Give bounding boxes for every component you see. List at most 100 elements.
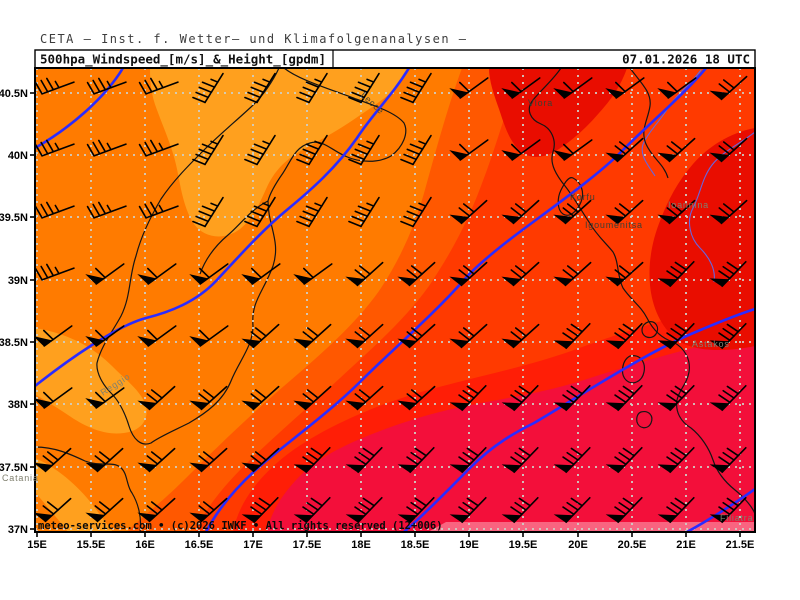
- wind-barb: [35, 201, 75, 219]
- barb-full: [562, 269, 575, 279]
- barb-full: [458, 506, 471, 516]
- barb-full: [348, 220, 362, 228]
- wind-barb: [137, 263, 177, 285]
- barb-half: [366, 78, 375, 83]
- barb-full: [146, 393, 159, 403]
- barb-full: [618, 203, 631, 213]
- barb-full: [258, 497, 271, 507]
- wind-barb: [345, 323, 384, 349]
- wind-barb: [86, 77, 127, 95]
- barb-full: [722, 501, 735, 511]
- barb-full: [362, 497, 375, 507]
- lon-label-18.5E: 18.5E: [401, 539, 430, 551]
- wind-barb: [293, 263, 333, 285]
- barb-full: [198, 86, 213, 94]
- barb-full: [35, 81, 43, 95]
- barb-full: [198, 393, 211, 403]
- barb-pennant: [553, 340, 574, 349]
- barb-pennant: [397, 400, 418, 411]
- barb-full: [305, 81, 320, 88]
- barb-full: [614, 456, 627, 466]
- wind-barb: [501, 261, 540, 287]
- barb-full: [150, 201, 159, 215]
- lon-label-17E: 17E: [243, 539, 263, 551]
- barb-pennant: [189, 462, 210, 473]
- wind-barb: [345, 496, 383, 524]
- barb-half: [106, 142, 112, 151]
- barb-full: [510, 506, 523, 516]
- wind-barb: [85, 447, 124, 473]
- barb-half: [106, 204, 112, 213]
- city-label-korfu: Korfu: [570, 192, 596, 202]
- wind-barb: [192, 72, 224, 104]
- barb-full: [514, 265, 527, 275]
- wind-barb: [553, 446, 591, 474]
- coastline-italy-calabria: [96, 68, 407, 445]
- wind-barb: [553, 199, 592, 225]
- barb-full: [566, 501, 579, 511]
- barb-full: [254, 451, 267, 461]
- city-label-astakos: Astakos: [692, 339, 730, 349]
- wind-barb: [657, 446, 695, 474]
- barb-full: [562, 207, 575, 217]
- barb-full: [462, 451, 475, 461]
- lon-label-15E: 15E: [27, 539, 47, 551]
- barb-full: [614, 207, 627, 217]
- barb-pennant: [449, 514, 470, 523]
- barb-full: [462, 327, 475, 337]
- barb-full: [618, 501, 631, 511]
- barb-pennant: [449, 338, 470, 349]
- lon-label-21.5E: 21.5E: [726, 539, 755, 551]
- barb-full: [46, 451, 59, 461]
- barb-full: [98, 139, 107, 153]
- barb-full: [42, 455, 55, 465]
- coastline-border-line-ne: [629, 68, 669, 179]
- barb-full: [302, 506, 315, 516]
- lat-label-39N: 39N: [8, 275, 28, 287]
- barb-full: [562, 456, 575, 466]
- barb-full: [254, 389, 267, 399]
- barb-full: [410, 327, 423, 337]
- barb-full: [562, 332, 575, 342]
- wind-barb: [35, 325, 73, 347]
- barb-full: [35, 205, 43, 219]
- barb-full: [726, 447, 739, 457]
- city-label-filiatra: Filiatra: [720, 513, 753, 523]
- wind-barb: [605, 199, 644, 225]
- wind-barb: [605, 77, 645, 99]
- coastline-corfu-island: [557, 177, 584, 216]
- barb-pennant: [137, 400, 158, 411]
- lon-label-20.5E: 20.5E: [618, 539, 647, 551]
- wind-barb: [293, 446, 331, 474]
- wind-barb: [241, 496, 279, 524]
- wind-barb: [709, 384, 747, 412]
- barb-full: [46, 201, 55, 215]
- barb-full: [144, 141, 153, 155]
- barb-full: [86, 205, 95, 219]
- wind-barb: [605, 496, 643, 524]
- barb-full: [253, 81, 268, 88]
- barb-pennant: [449, 402, 470, 411]
- barb-full: [406, 506, 419, 516]
- wind-barb: [192, 196, 224, 228]
- wind-barb: [244, 134, 276, 166]
- barb-full: [722, 203, 735, 213]
- barb-full: [670, 265, 683, 275]
- barb-full: [722, 79, 735, 89]
- wind-barb: [449, 77, 489, 99]
- barb-full: [722, 141, 735, 151]
- barb-full: [458, 143, 470, 155]
- barb-pennant: [189, 400, 210, 411]
- barb-full: [247, 91, 261, 99]
- barb-full: [40, 265, 49, 279]
- wind-barb: [553, 77, 593, 99]
- barb-full: [198, 267, 210, 279]
- barb-full: [198, 148, 213, 156]
- barb-pennant: [293, 274, 313, 285]
- speed-region-crimson-area: [267, 332, 755, 532]
- barb-full: [409, 143, 424, 150]
- barb-full: [250, 148, 265, 156]
- barb-full: [244, 96, 258, 104]
- wind-barb: [137, 497, 176, 523]
